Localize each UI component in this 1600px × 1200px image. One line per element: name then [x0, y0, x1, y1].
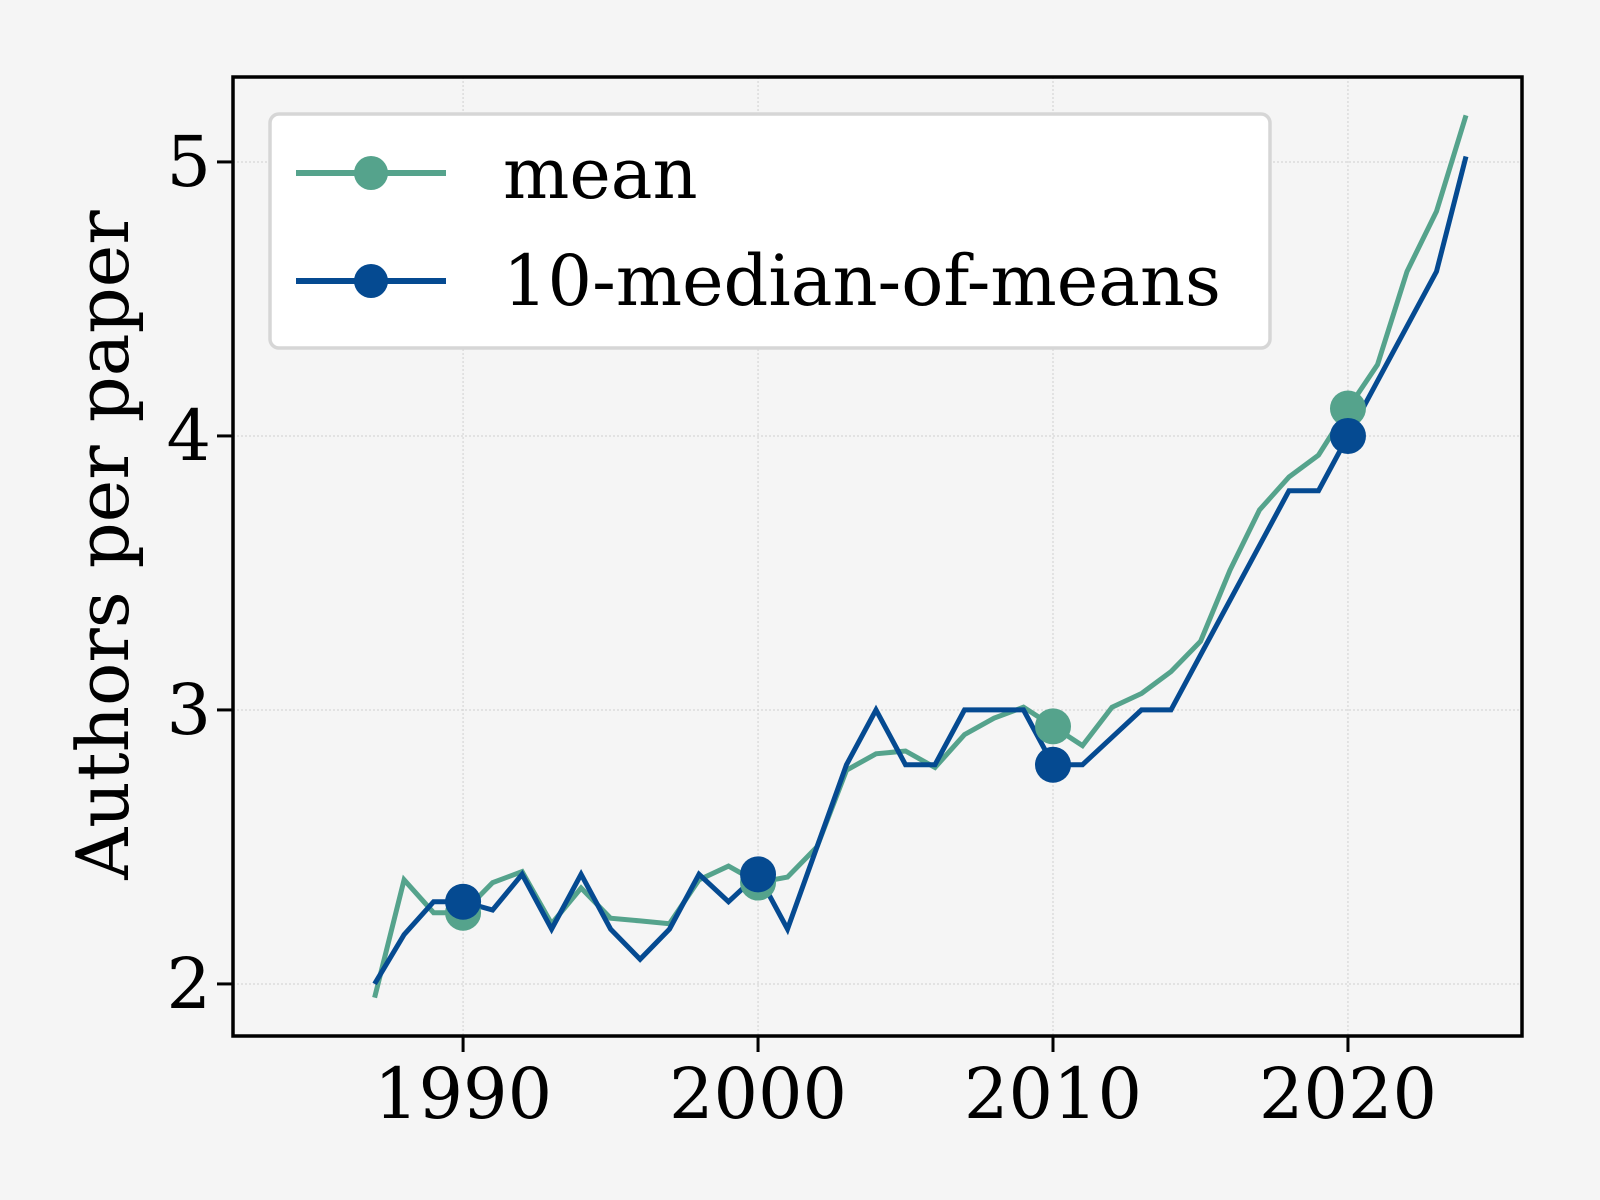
data-point-mean: [1035, 708, 1072, 745]
x-tick-label: 2020: [1259, 1053, 1437, 1135]
series-lines: [372, 114, 1469, 999]
x-tick-label: 1990: [374, 1053, 552, 1135]
data-point-median-of-means: [1329, 417, 1366, 454]
x-tick-label: 2000: [669, 1053, 847, 1135]
y-axis-label: Authors per paper: [61, 210, 145, 881]
data-point-median-of-means: [740, 856, 777, 893]
legend-label-mean: mean: [503, 133, 698, 215]
data-point-mean: [1329, 390, 1366, 427]
y-tick-label: 4: [166, 395, 211, 477]
legend-marker-median-of-means: [354, 264, 388, 298]
legend-marker-mean: [354, 156, 388, 190]
x-tick-label: 2010: [964, 1053, 1142, 1135]
legend-box: [268, 112, 1272, 350]
y-tick-label: 3: [166, 669, 211, 751]
plot-frame: [231, 75, 1524, 1038]
series-line-median-of-means: [372, 155, 1469, 986]
y-tick-label: 5: [166, 121, 211, 203]
data-point-median-of-means: [445, 883, 482, 920]
y-tick-label: 2: [166, 943, 211, 1025]
series-markers: [445, 390, 1366, 931]
data-point-median-of-means: [1035, 746, 1072, 783]
legend: mean 10-median-of-means: [268, 112, 1272, 350]
legend-label-median-of-means: 10-median-of-means: [503, 240, 1221, 322]
tick-labels: 1990 2000 2010 2020 2 3 4 5: [166, 121, 1437, 1135]
axis-ticks: [217, 160, 1350, 1052]
